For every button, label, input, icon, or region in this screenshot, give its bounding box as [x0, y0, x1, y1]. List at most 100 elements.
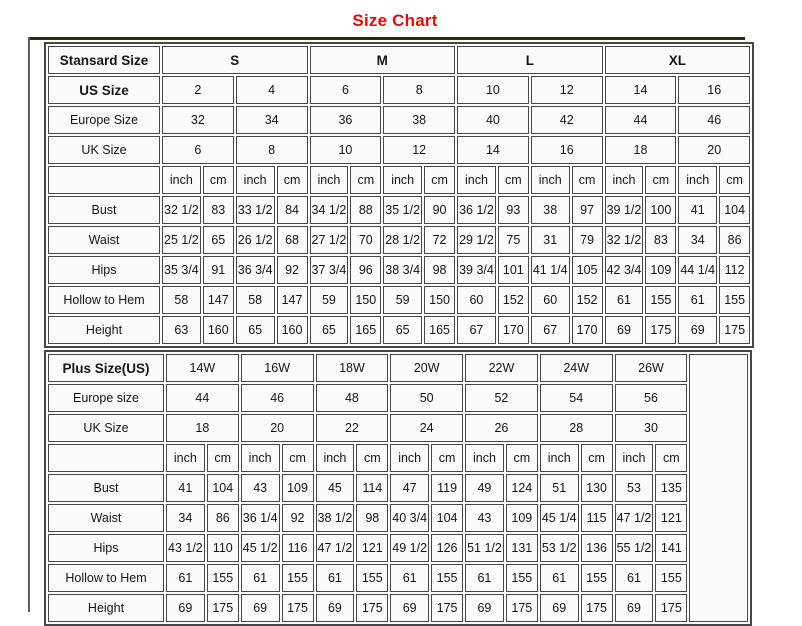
measure-value: 69 — [240, 594, 280, 622]
measure-value: 175 — [431, 594, 464, 622]
measure-value: 86 — [719, 226, 751, 254]
measure-value: 43 1/2 — [166, 534, 205, 562]
row-label: Height — [48, 594, 164, 622]
measure-value: 83 — [202, 196, 234, 224]
measure-value: 135 — [655, 474, 688, 502]
measure-value: 69 — [465, 594, 504, 622]
measure-value: 49 — [465, 474, 504, 502]
measure-value: 39 1/2 — [604, 196, 644, 224]
size-value: 6 — [162, 136, 234, 164]
size-value: 2 — [162, 76, 234, 104]
empty-corner-cell — [48, 166, 160, 194]
measure-value: 155 — [281, 564, 314, 592]
measure-value: 150 — [424, 286, 456, 314]
measure-value: 109 — [505, 504, 538, 532]
size-value: 44 — [166, 384, 239, 412]
measure-value: 104 — [206, 474, 239, 502]
measure-value: 27 1/2 — [309, 226, 349, 254]
row-label: Waist — [48, 504, 164, 532]
unit-label-inch: inch — [678, 166, 718, 194]
measure-value: 98 — [356, 504, 389, 532]
group-header: L — [457, 46, 603, 74]
measure-value: 152 — [571, 286, 603, 314]
size-value: 16 — [530, 136, 603, 164]
row-label: US Size — [48, 76, 160, 104]
size-value: 50 — [390, 384, 464, 412]
measure-value: 61 — [166, 564, 205, 592]
row-label: Hips — [48, 256, 160, 284]
measure-value: 69 — [315, 594, 355, 622]
measure-value: 36 1/4 — [240, 504, 280, 532]
unit-label-cm: cm — [276, 166, 308, 194]
measure-value: 61 — [614, 564, 654, 592]
measure-value: 38 — [530, 196, 570, 224]
unit-label-cm: cm — [655, 444, 688, 472]
measure-value: 70 — [350, 226, 382, 254]
size-value: 34 — [235, 106, 308, 134]
size-value: 14 — [457, 136, 529, 164]
unit-label-inch: inch — [465, 444, 504, 472]
measure-value: 53 1/2 — [539, 534, 579, 562]
size-value: 16 — [678, 76, 751, 104]
size-value: 18 — [166, 414, 239, 442]
measure-value: 175 — [580, 594, 613, 622]
measure-value: 160 — [202, 316, 234, 344]
measure-value: 31 — [530, 226, 570, 254]
size-value: 36 — [309, 106, 382, 134]
measure-value: 170 — [571, 316, 603, 344]
unit-label-cm: cm — [431, 444, 464, 472]
measure-value: 75 — [497, 226, 529, 254]
unit-label-inch: inch — [530, 166, 570, 194]
measure-value: 28 1/2 — [383, 226, 423, 254]
size-value: 46 — [678, 106, 751, 134]
row-label: UK Size — [48, 414, 164, 442]
unit-label-cm: cm — [497, 166, 529, 194]
plus-size-header: 16W — [240, 354, 314, 382]
measure-value: 45 1/2 — [240, 534, 280, 562]
measure-value: 34 — [678, 226, 718, 254]
measure-value: 29 1/2 — [457, 226, 496, 254]
left-rule-divider — [28, 37, 30, 612]
plus-size-header: 26W — [614, 354, 688, 382]
measure-value: 38 3/4 — [383, 256, 423, 284]
measure-value: 110 — [206, 534, 239, 562]
measure-value: 175 — [281, 594, 314, 622]
unit-label-cm: cm — [645, 166, 677, 194]
measure-value: 32 1/2 — [604, 226, 644, 254]
measure-value: 49 1/2 — [390, 534, 430, 562]
size-value: 56 — [614, 384, 688, 412]
measure-value: 33 1/2 — [235, 196, 275, 224]
measure-value: 155 — [431, 564, 464, 592]
measure-value: 175 — [719, 316, 751, 344]
page-title: Size Chart — [352, 11, 438, 30]
measure-value: 45 1/4 — [539, 504, 579, 532]
measure-value: 61 — [604, 286, 644, 314]
size-value: 30 — [614, 414, 688, 442]
unit-label-cm: cm — [580, 444, 613, 472]
measure-value: 34 1/2 — [309, 196, 349, 224]
measure-value: 175 — [645, 316, 677, 344]
measure-value: 155 — [206, 564, 239, 592]
measure-value: 92 — [276, 256, 308, 284]
unit-label-cm: cm — [505, 444, 538, 472]
measure-value: 105 — [571, 256, 603, 284]
measure-value: 47 — [390, 474, 430, 502]
measure-value: 69 — [166, 594, 205, 622]
measure-value: 61 — [678, 286, 718, 314]
row-label: Europe Size — [48, 106, 160, 134]
measure-value: 155 — [645, 286, 677, 314]
measure-value: 65 — [309, 316, 349, 344]
measure-value: 43 — [240, 474, 280, 502]
measure-value: 51 1/2 — [465, 534, 504, 562]
size-value: 48 — [315, 384, 389, 412]
measure-value: 65 — [202, 226, 234, 254]
measure-value: 47 1/2 — [614, 504, 654, 532]
size-value: 12 — [383, 136, 456, 164]
unit-label-inch: inch — [162, 166, 201, 194]
size-value: 18 — [604, 136, 677, 164]
measure-value: 104 — [431, 504, 464, 532]
measure-value: 165 — [424, 316, 456, 344]
measure-value: 61 — [390, 564, 430, 592]
measure-value: 51 — [539, 474, 579, 502]
plus-size-header: 14W — [166, 354, 239, 382]
